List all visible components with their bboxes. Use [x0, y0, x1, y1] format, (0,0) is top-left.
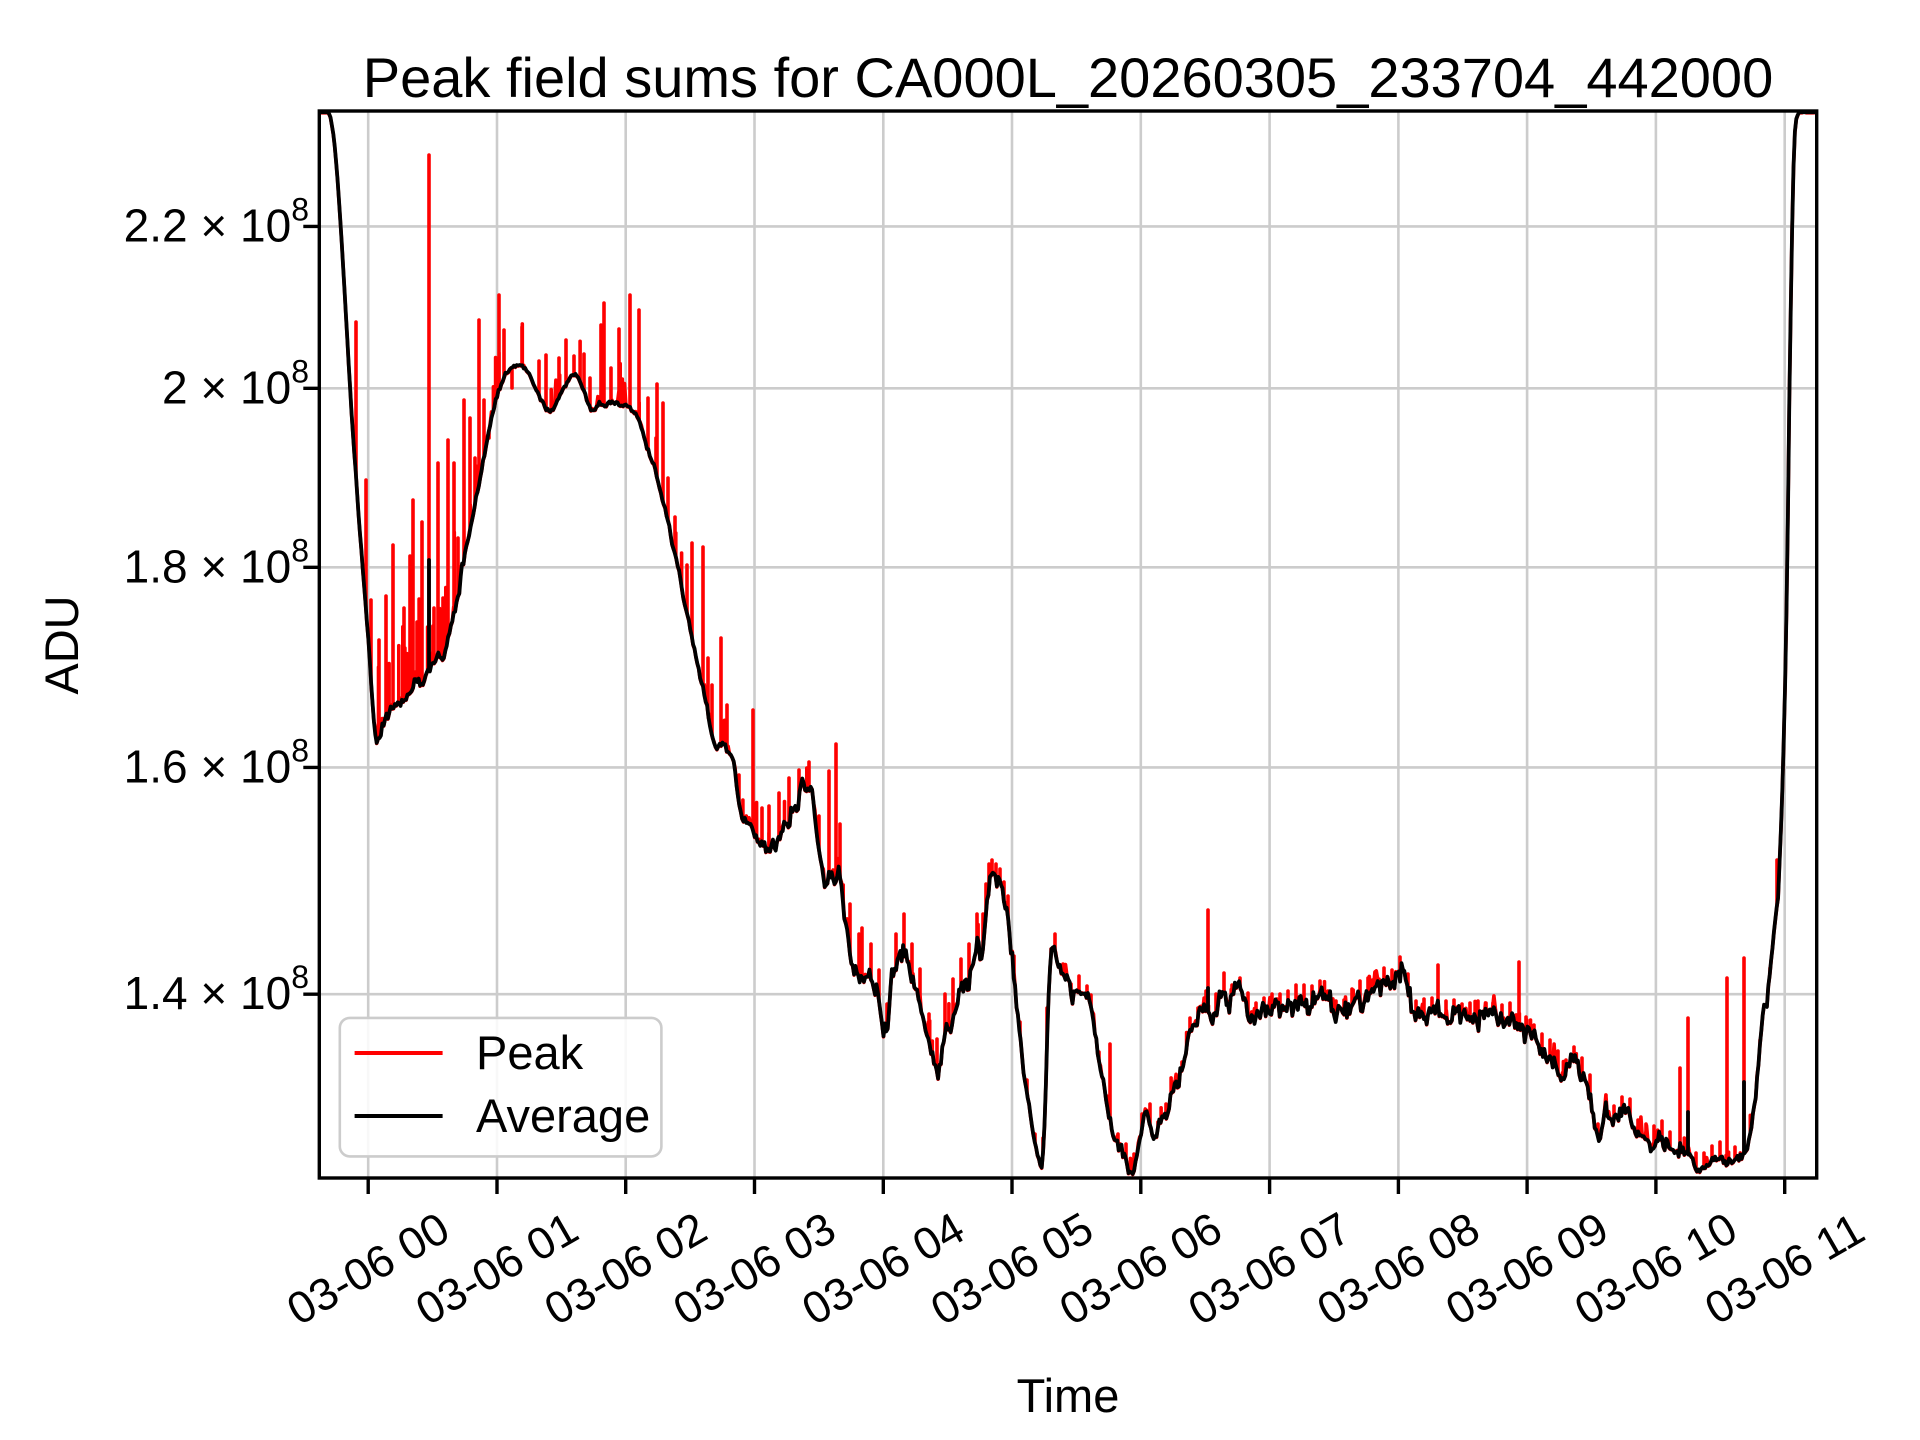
svg-text:ADU: ADU: [35, 595, 88, 694]
svg-text:2 × 108: 2 × 108: [162, 353, 309, 413]
svg-text:Time: Time: [1017, 1369, 1120, 1422]
svg-text:Average: Average: [476, 1089, 650, 1142]
svg-text:1.4 × 108: 1.4 × 108: [124, 959, 309, 1019]
svg-text:Peak: Peak: [476, 1026, 584, 1079]
svg-text:2.2 × 108: 2.2 × 108: [124, 191, 309, 251]
svg-text:Peak field sums for CA000L_202: Peak field sums for CA000L_20260305_2337…: [363, 46, 1773, 109]
svg-text:1.6 × 108: 1.6 × 108: [124, 732, 309, 792]
svg-text:1.8 × 108: 1.8 × 108: [124, 532, 309, 592]
